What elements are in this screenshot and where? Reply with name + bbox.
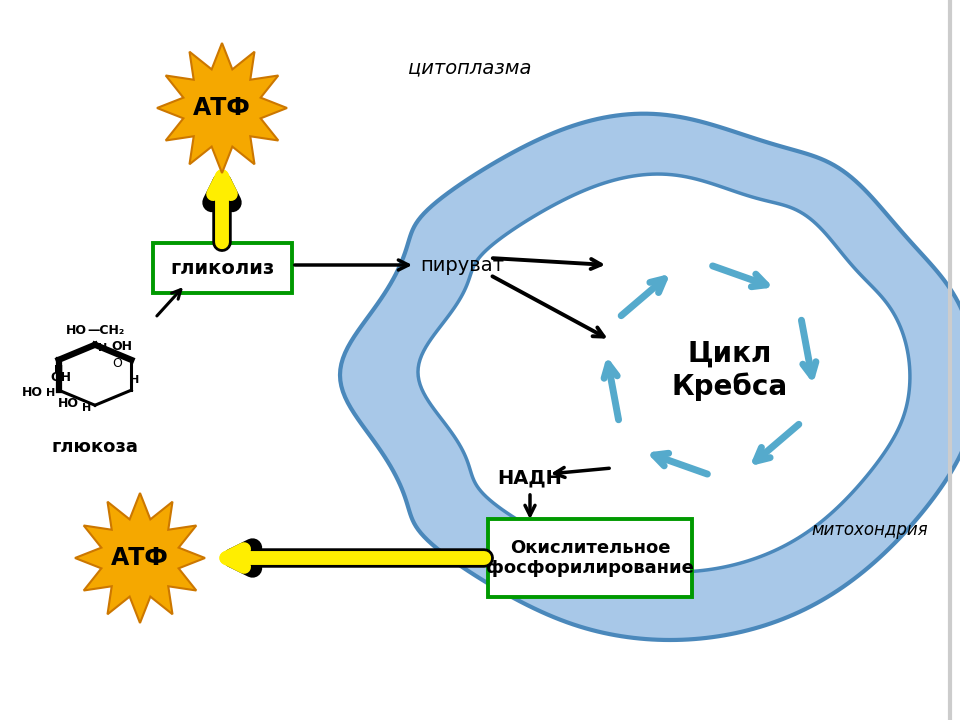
Text: H: H xyxy=(98,343,108,353)
Text: Цикл
Кребса: Цикл Кребса xyxy=(672,339,788,400)
Text: цитоплазма: цитоплазма xyxy=(408,58,532,78)
Text: HO: HO xyxy=(22,386,42,399)
Text: OH: OH xyxy=(50,372,71,384)
Text: H: H xyxy=(130,375,139,385)
Text: H: H xyxy=(46,388,56,398)
Text: АТФ: АТФ xyxy=(111,546,169,570)
Text: гликолиз: гликолиз xyxy=(170,258,275,277)
FancyBboxPatch shape xyxy=(153,243,292,293)
Polygon shape xyxy=(340,114,960,640)
Text: H: H xyxy=(54,365,63,375)
Text: H: H xyxy=(83,403,91,413)
Text: НАДН: НАДН xyxy=(497,469,563,487)
Text: пируват: пируват xyxy=(420,256,504,274)
Polygon shape xyxy=(157,43,287,173)
Text: OH: OH xyxy=(111,341,132,354)
Polygon shape xyxy=(418,174,910,572)
Polygon shape xyxy=(75,493,205,623)
Text: АТФ: АТФ xyxy=(193,96,251,120)
Text: O: O xyxy=(112,356,122,369)
Text: глюкоза: глюкоза xyxy=(52,438,138,456)
Text: HO: HO xyxy=(58,397,79,410)
Text: митохондрия: митохондрия xyxy=(812,521,928,539)
Text: —CH₂: —CH₂ xyxy=(87,324,124,337)
FancyBboxPatch shape xyxy=(488,519,692,597)
Text: Окислительное
фосфорилирование: Окислительное фосфорилирование xyxy=(486,539,694,577)
Text: HO: HO xyxy=(66,324,87,337)
